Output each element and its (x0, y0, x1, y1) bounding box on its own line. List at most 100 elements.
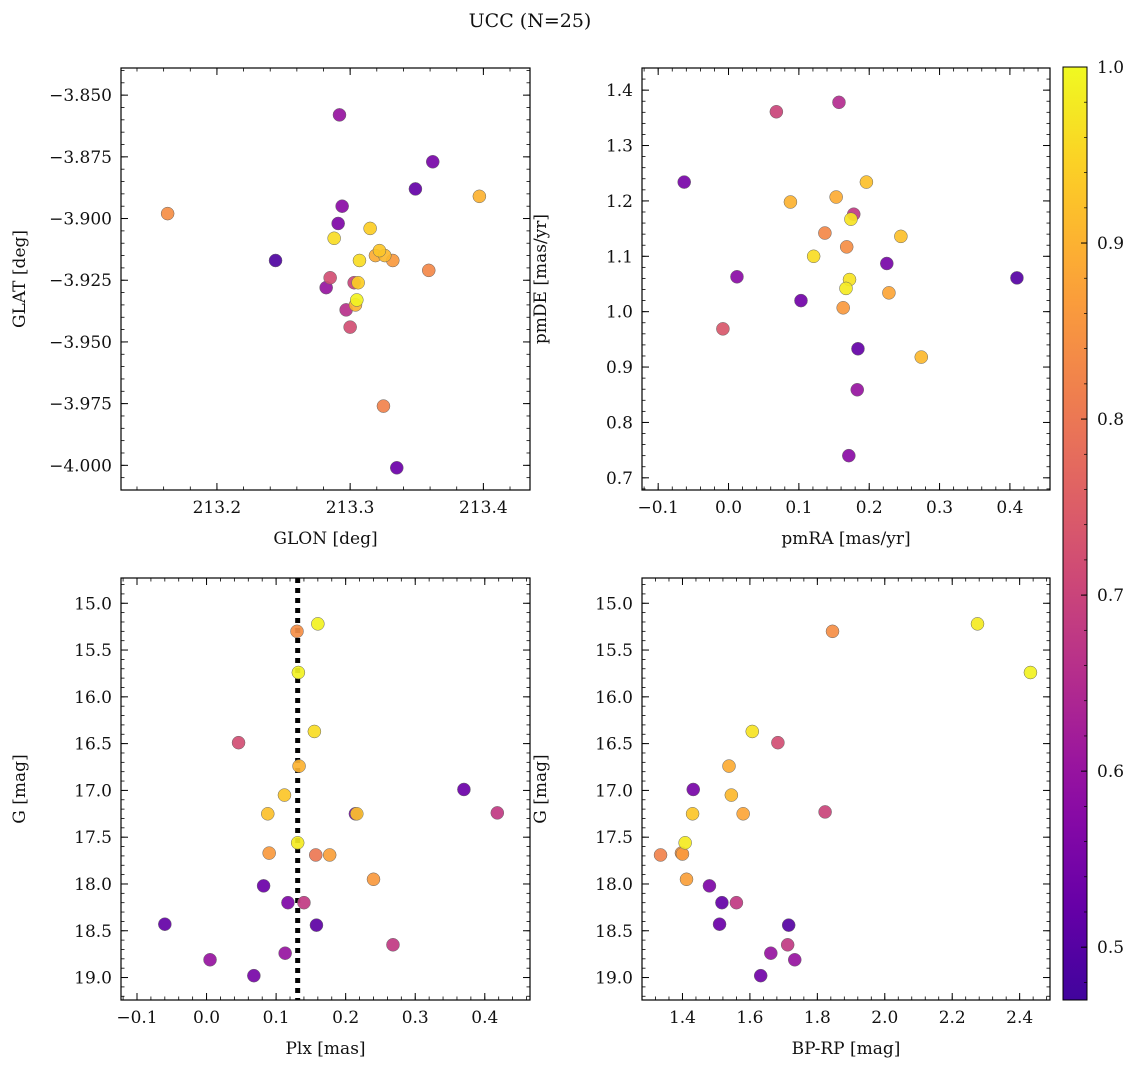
x-tick-label: 2.2 (939, 1008, 966, 1028)
scatter-point (278, 946, 292, 960)
scatter-point (850, 383, 865, 397)
scatter-point (780, 938, 795, 952)
plot-frame (120, 67, 531, 491)
scatter-point (787, 953, 802, 967)
scatter-point (880, 256, 894, 271)
panel-3: −0.1 0.0 0.1 0.2 0.3 0.4 15.0 15.5 16.0 16.5 17.0 1… (10, 577, 531, 1059)
scatter-point (1010, 271, 1024, 285)
y-tick-label: 19.0 (74, 969, 112, 989)
y-tick-label: 1.3 (606, 137, 633, 157)
y-tick-label: 17.0 (595, 781, 633, 801)
scatter-point (231, 735, 246, 750)
y-tick-label: −3.950 (49, 333, 112, 353)
scatter-point (839, 240, 854, 254)
scatter-point (806, 249, 821, 264)
y-tick-label: 15.0 (595, 594, 633, 614)
scatter-point (309, 848, 323, 862)
panel-2: −0.1 0.0 0.1 0.2 0.3 0.4 1.4 1.3 1.2 1.1 1.0 0.9 0.8… (531, 67, 1051, 549)
scatter-point (343, 320, 357, 334)
scatter-point (262, 846, 276, 860)
y-tick-label: −3.925 (49, 271, 112, 291)
scatter-point (1023, 665, 1038, 680)
scatter-point (351, 275, 365, 290)
y-tick-label: 1.4 (606, 81, 633, 101)
y-tick-label: 1.2 (606, 192, 633, 212)
scatter-point (457, 782, 471, 797)
scatter-point (386, 938, 400, 952)
plot-frame (120, 577, 531, 1001)
scatter-point (335, 199, 349, 213)
scatter-point (322, 848, 337, 862)
scatter-point (702, 879, 717, 893)
scatter-point (724, 788, 739, 802)
scatter-point (736, 807, 750, 821)
panel-4: 1.4 1.6 1.8 2.0 2.2 2.4 15.0 15.5 16.0 16.5 17.0 17… (531, 577, 1051, 1059)
y-tick-label: −3.900 (49, 210, 112, 230)
scatter-point (716, 322, 730, 336)
x-tick-label: 213.3 (326, 498, 375, 518)
y-tick-label: 17.5 (595, 828, 633, 848)
scatter-point (859, 175, 874, 189)
y-tick-label: 18.5 (74, 922, 112, 942)
scatter-point (290, 624, 304, 639)
x-tick-label: 0.4 (996, 498, 1023, 518)
y-tick-label: 16.5 (74, 735, 112, 755)
scatter-point (292, 759, 306, 773)
x-axis-label: pmRA [mas/yr] (781, 529, 910, 549)
scatter-point (158, 917, 172, 931)
scatter-point (323, 271, 337, 285)
x-tick-label: 1.8 (804, 1008, 831, 1028)
x-tick-label: 0.2 (856, 498, 883, 518)
scatter-point (685, 807, 700, 821)
panels: 213.2 213.3 213.4 −3.850 −3.875 −3.900 −3.925 −… (10, 67, 1051, 1059)
scatter-point (818, 226, 832, 240)
colorbar-tick-label: 0.9 (1097, 234, 1124, 254)
scatter-point (686, 782, 701, 797)
x-tick-label: 0.3 (926, 498, 953, 518)
scatter-point (408, 182, 423, 196)
y-tick-label: 0.8 (606, 413, 633, 433)
y-tick-label: −3.850 (49, 86, 112, 106)
y-axis-label: G [mag] (10, 754, 30, 823)
x-tick-label: −0.1 (116, 1008, 157, 1028)
scatter-point (783, 195, 798, 209)
scatter-point (729, 895, 744, 910)
plot-frame (641, 577, 1051, 1001)
scatter-point (832, 95, 846, 110)
y-tick-label: 16.0 (74, 688, 112, 708)
scatter-point (307, 724, 322, 739)
scatter-point (261, 807, 275, 821)
scatter-point (764, 946, 778, 960)
scatter-point (851, 342, 865, 356)
scatter-point (372, 243, 387, 258)
y-tick-label: 1.1 (606, 247, 633, 267)
y-tick-label: −3.875 (49, 148, 112, 168)
y-tick-label: 16.5 (595, 735, 633, 755)
x-tick-label: 0.4 (471, 1008, 498, 1028)
scatter-point (745, 724, 760, 739)
scatter-point (327, 231, 341, 246)
scatter-point (715, 895, 729, 910)
scatter-point (390, 461, 404, 475)
scatter-point (894, 229, 908, 244)
y-tick-label: 18.5 (595, 922, 633, 942)
x-tick-label: 0.1 (263, 1008, 290, 1028)
colorbar-tick-label: 0.8 (1097, 410, 1124, 430)
scatter-point (421, 263, 436, 278)
scatter-point (291, 665, 306, 680)
scatter-point (836, 301, 850, 315)
scatter-point (376, 399, 391, 413)
colorbar-tick-label: 0.7 (1097, 586, 1124, 606)
x-axis-label: Plx [mas] (285, 1039, 365, 1059)
x-axis-label: BP-RP [mag] (792, 1039, 901, 1059)
scatter-point (268, 253, 283, 268)
scatter-point (781, 918, 796, 932)
x-tick-label: 2.0 (871, 1008, 898, 1028)
scatter-point (839, 281, 853, 296)
scatter-point (842, 448, 856, 463)
x-tick-label: 213.2 (193, 498, 242, 518)
x-tick-label: 1.4 (669, 1008, 696, 1028)
colorbar-bar (1062, 66, 1088, 1001)
scatter-point (277, 788, 292, 802)
scatter-point (677, 175, 691, 189)
